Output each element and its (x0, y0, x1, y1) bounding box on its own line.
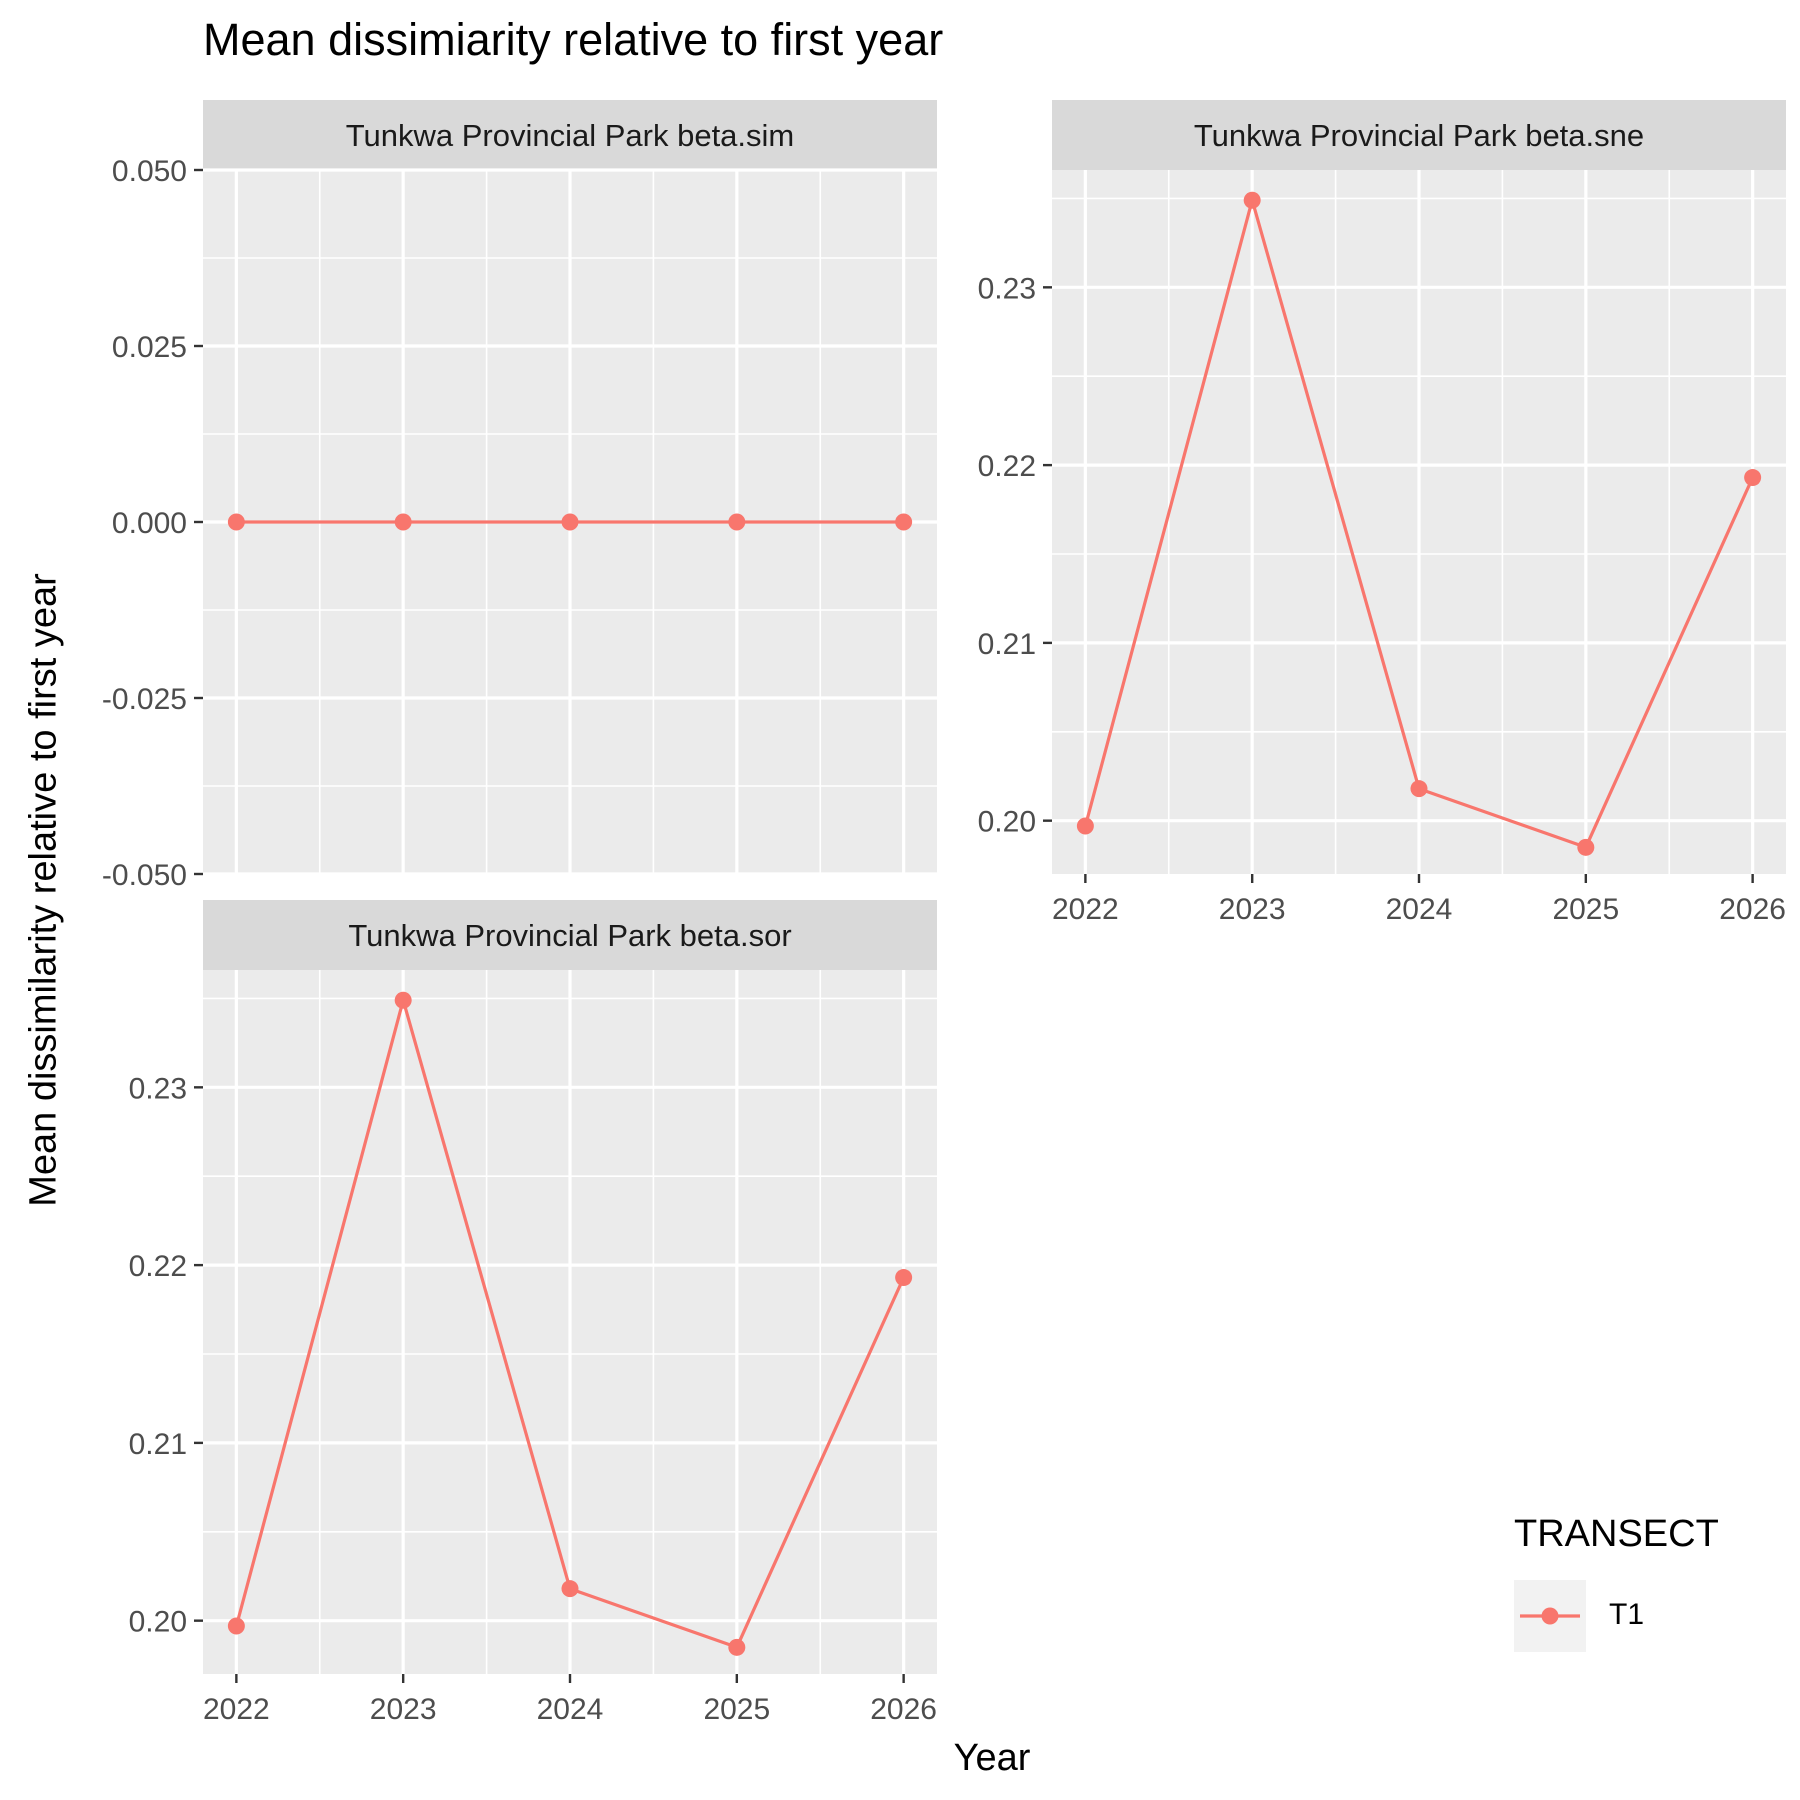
x-tick-label: 2022 (1052, 893, 1119, 926)
y-tick-label: 0.22 (129, 1250, 187, 1283)
data-point (561, 513, 579, 531)
data-point (227, 513, 245, 531)
panel-2: Tunkwa Provincial Park beta.sne 0.23 0.22 0… (978, 100, 1786, 926)
x-tick-label: 2023 (370, 1693, 437, 1726)
y-tick-label: 0.20 (978, 806, 1036, 839)
legend-title: TRANSECT (1514, 1513, 1719, 1555)
legend-key-t1 (1514, 1580, 1586, 1652)
y-tick-label: 0.21 (129, 1428, 187, 1461)
x-tick-label: 2023 (1219, 893, 1286, 926)
y-tick-label: 0.000 (112, 507, 187, 540)
facet-strip-label: Tunkwa Provincial Park beta.sor (348, 918, 791, 953)
panel-1: Tunkwa Provincial Park beta.sim 0.050 0.02… (102, 100, 937, 892)
data-point (728, 513, 746, 531)
data-point (1076, 817, 1094, 835)
y-tick-label: 0.20 (129, 1606, 187, 1639)
x-axis-label: Year (953, 1737, 1031, 1779)
data-point (1577, 838, 1595, 856)
y-tick-label: 0.050 (112, 155, 187, 188)
data-point (1410, 780, 1428, 798)
facet-strip (203, 100, 937, 170)
y-tick-label: 0.22 (978, 450, 1036, 483)
data-point (394, 991, 412, 1009)
facet-strip-label: Tunkwa Provincial Park beta.sne (1194, 118, 1644, 153)
y-axis-label: Mean dissimilarity relative to first yea… (22, 573, 65, 1207)
chart-title: Mean dissimiarity relative to first year (203, 14, 944, 65)
y-tick-label: -0.050 (102, 859, 187, 892)
y-tick-label: 0.025 (112, 331, 187, 364)
legend-label-t1: T1 (1609, 1598, 1645, 1631)
data-point (227, 1617, 245, 1635)
y-tick-label: -0.025 (102, 683, 187, 716)
data-point (895, 513, 913, 531)
data-point (728, 1638, 746, 1656)
facet-strip (1052, 100, 1786, 170)
facet-strip (203, 900, 937, 970)
x-tick-label: 2026 (870, 1693, 937, 1726)
y-tick-label: 0.23 (129, 1072, 187, 1105)
x-tick-label: 2025 (1552, 893, 1619, 926)
x-tick-label: 2024 (537, 1693, 604, 1726)
facet-strip-label: Tunkwa Provincial Park beta.sim (346, 118, 795, 153)
data-point (1744, 469, 1762, 487)
x-tick-label: 2024 (1386, 893, 1453, 926)
data-point (394, 513, 412, 531)
y-tick-label: 0.21 (978, 628, 1036, 661)
data-point (561, 1580, 579, 1598)
data-point (895, 1269, 913, 1287)
x-tick-label: 2025 (703, 1693, 770, 1726)
x-tick-label: 2022 (203, 1693, 270, 1726)
panel-3: Tunkwa Provincial Park beta.sor 0.23 0.22 0… (129, 900, 937, 1726)
y-tick-label: 0.23 (978, 272, 1036, 305)
data-point (1243, 191, 1261, 209)
x-tick-label: 2026 (1719, 893, 1786, 926)
